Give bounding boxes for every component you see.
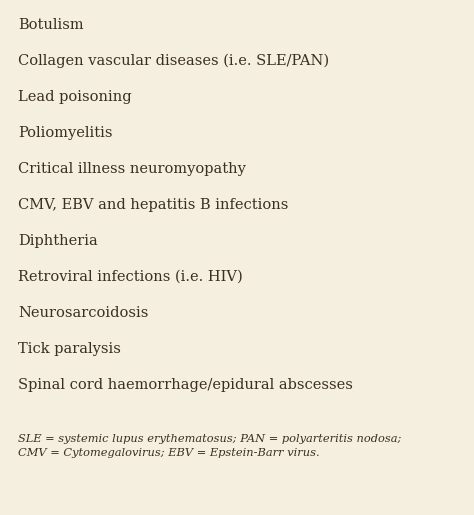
Text: SLE = systemic lupus erythematosus; PAN = polyarteritis nodosa;: SLE = systemic lupus erythematosus; PAN … [18,434,401,444]
Text: Neurosarcoidosis: Neurosarcoidosis [18,306,148,320]
Text: Tick paralysis: Tick paralysis [18,342,121,356]
Text: Spinal cord haemorrhage/epidural abscesses: Spinal cord haemorrhage/epidural abscess… [18,378,353,392]
Text: Retroviral infections (i.e. HIV): Retroviral infections (i.e. HIV) [18,270,243,284]
Text: CMV = Cytomegalovirus; EBV = Epstein-Barr virus.: CMV = Cytomegalovirus; EBV = Epstein-Bar… [18,448,319,458]
Text: Lead poisoning: Lead poisoning [18,90,132,104]
Text: Collagen vascular diseases (i.e. SLE/PAN): Collagen vascular diseases (i.e. SLE/PAN… [18,54,329,68]
Text: Poliomyelitis: Poliomyelitis [18,126,112,140]
Text: Diphtheria: Diphtheria [18,234,98,248]
Text: CMV, EBV and hepatitis B infections: CMV, EBV and hepatitis B infections [18,198,288,212]
Text: Botulism: Botulism [18,18,83,32]
Text: Critical illness neuromyopathy: Critical illness neuromyopathy [18,162,246,176]
